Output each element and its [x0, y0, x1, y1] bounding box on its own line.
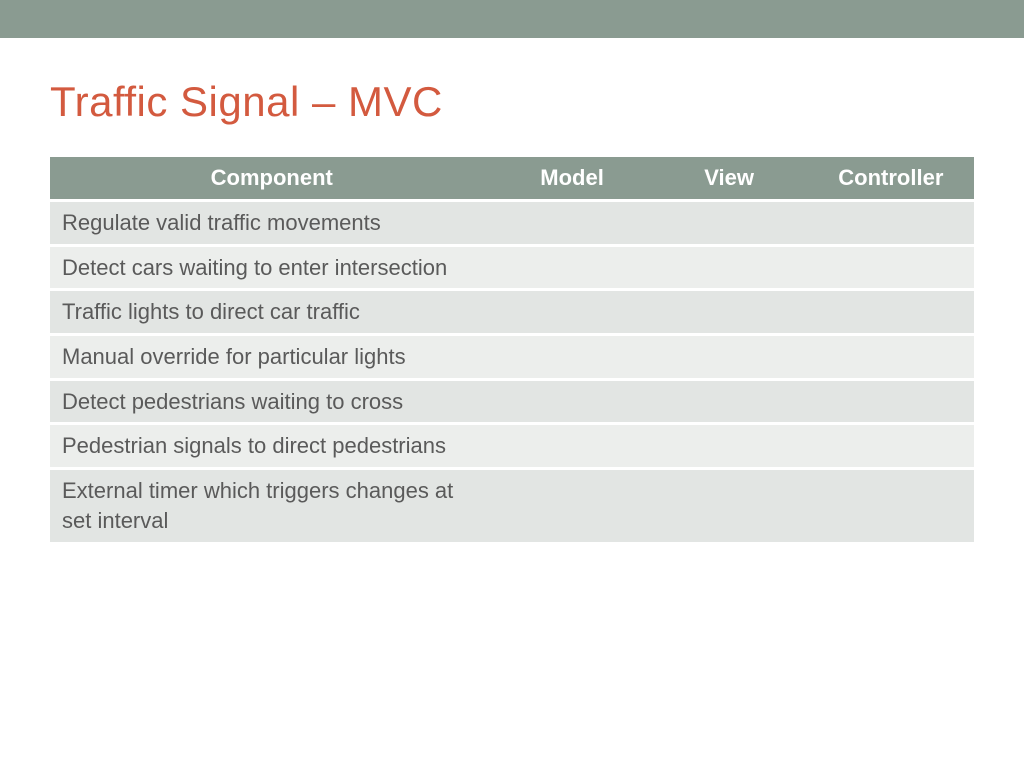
slide-title: Traffic Signal – MVC	[50, 78, 974, 126]
cell-controller	[808, 470, 974, 541]
cell-view	[651, 470, 808, 541]
slide-content: Traffic Signal – MVC Component Model Vie…	[0, 38, 1024, 545]
col-header-view: View	[651, 157, 808, 199]
cell-model	[494, 425, 651, 467]
cell-component: Regulate valid traffic movements	[50, 202, 494, 244]
col-header-model: Model	[494, 157, 651, 199]
cell-model	[494, 247, 651, 289]
cell-model	[494, 291, 651, 333]
cell-component: Traffic lights to direct car traffic	[50, 291, 494, 333]
cell-component: Pedestrian signals to direct pedestrians	[50, 425, 494, 467]
cell-view	[651, 336, 808, 378]
cell-component: Detect cars waiting to enter intersectio…	[50, 247, 494, 289]
cell-controller	[808, 336, 974, 378]
cell-model	[494, 202, 651, 244]
cell-controller	[808, 425, 974, 467]
col-header-component: Component	[50, 157, 494, 199]
cell-component: External timer which triggers changes at…	[50, 470, 494, 541]
table-row: Manual override for particular lights	[50, 336, 974, 378]
cell-controller	[808, 291, 974, 333]
cell-view	[651, 247, 808, 289]
cell-view	[651, 202, 808, 244]
mvc-table: Component Model View Controller Regulate…	[50, 154, 974, 545]
cell-controller	[808, 381, 974, 423]
table-header-row: Component Model View Controller	[50, 157, 974, 199]
cell-controller	[808, 202, 974, 244]
cell-view	[651, 381, 808, 423]
cell-component: Detect pedestrians waiting to cross	[50, 381, 494, 423]
table-row: External timer which triggers changes at…	[50, 470, 974, 541]
table-row: Detect pedestrians waiting to cross	[50, 381, 974, 423]
cell-controller	[808, 247, 974, 289]
cell-model	[494, 381, 651, 423]
cell-model	[494, 470, 651, 541]
cell-view	[651, 425, 808, 467]
col-header-controller: Controller	[808, 157, 974, 199]
slide-accent-bar	[0, 0, 1024, 38]
table-row: Traffic lights to direct car traffic	[50, 291, 974, 333]
table-row: Regulate valid traffic movements	[50, 202, 974, 244]
cell-view	[651, 291, 808, 333]
table-row: Pedestrian signals to direct pedestrians	[50, 425, 974, 467]
cell-model	[494, 336, 651, 378]
table-row: Detect cars waiting to enter intersectio…	[50, 247, 974, 289]
cell-component: Manual override for particular lights	[50, 336, 494, 378]
